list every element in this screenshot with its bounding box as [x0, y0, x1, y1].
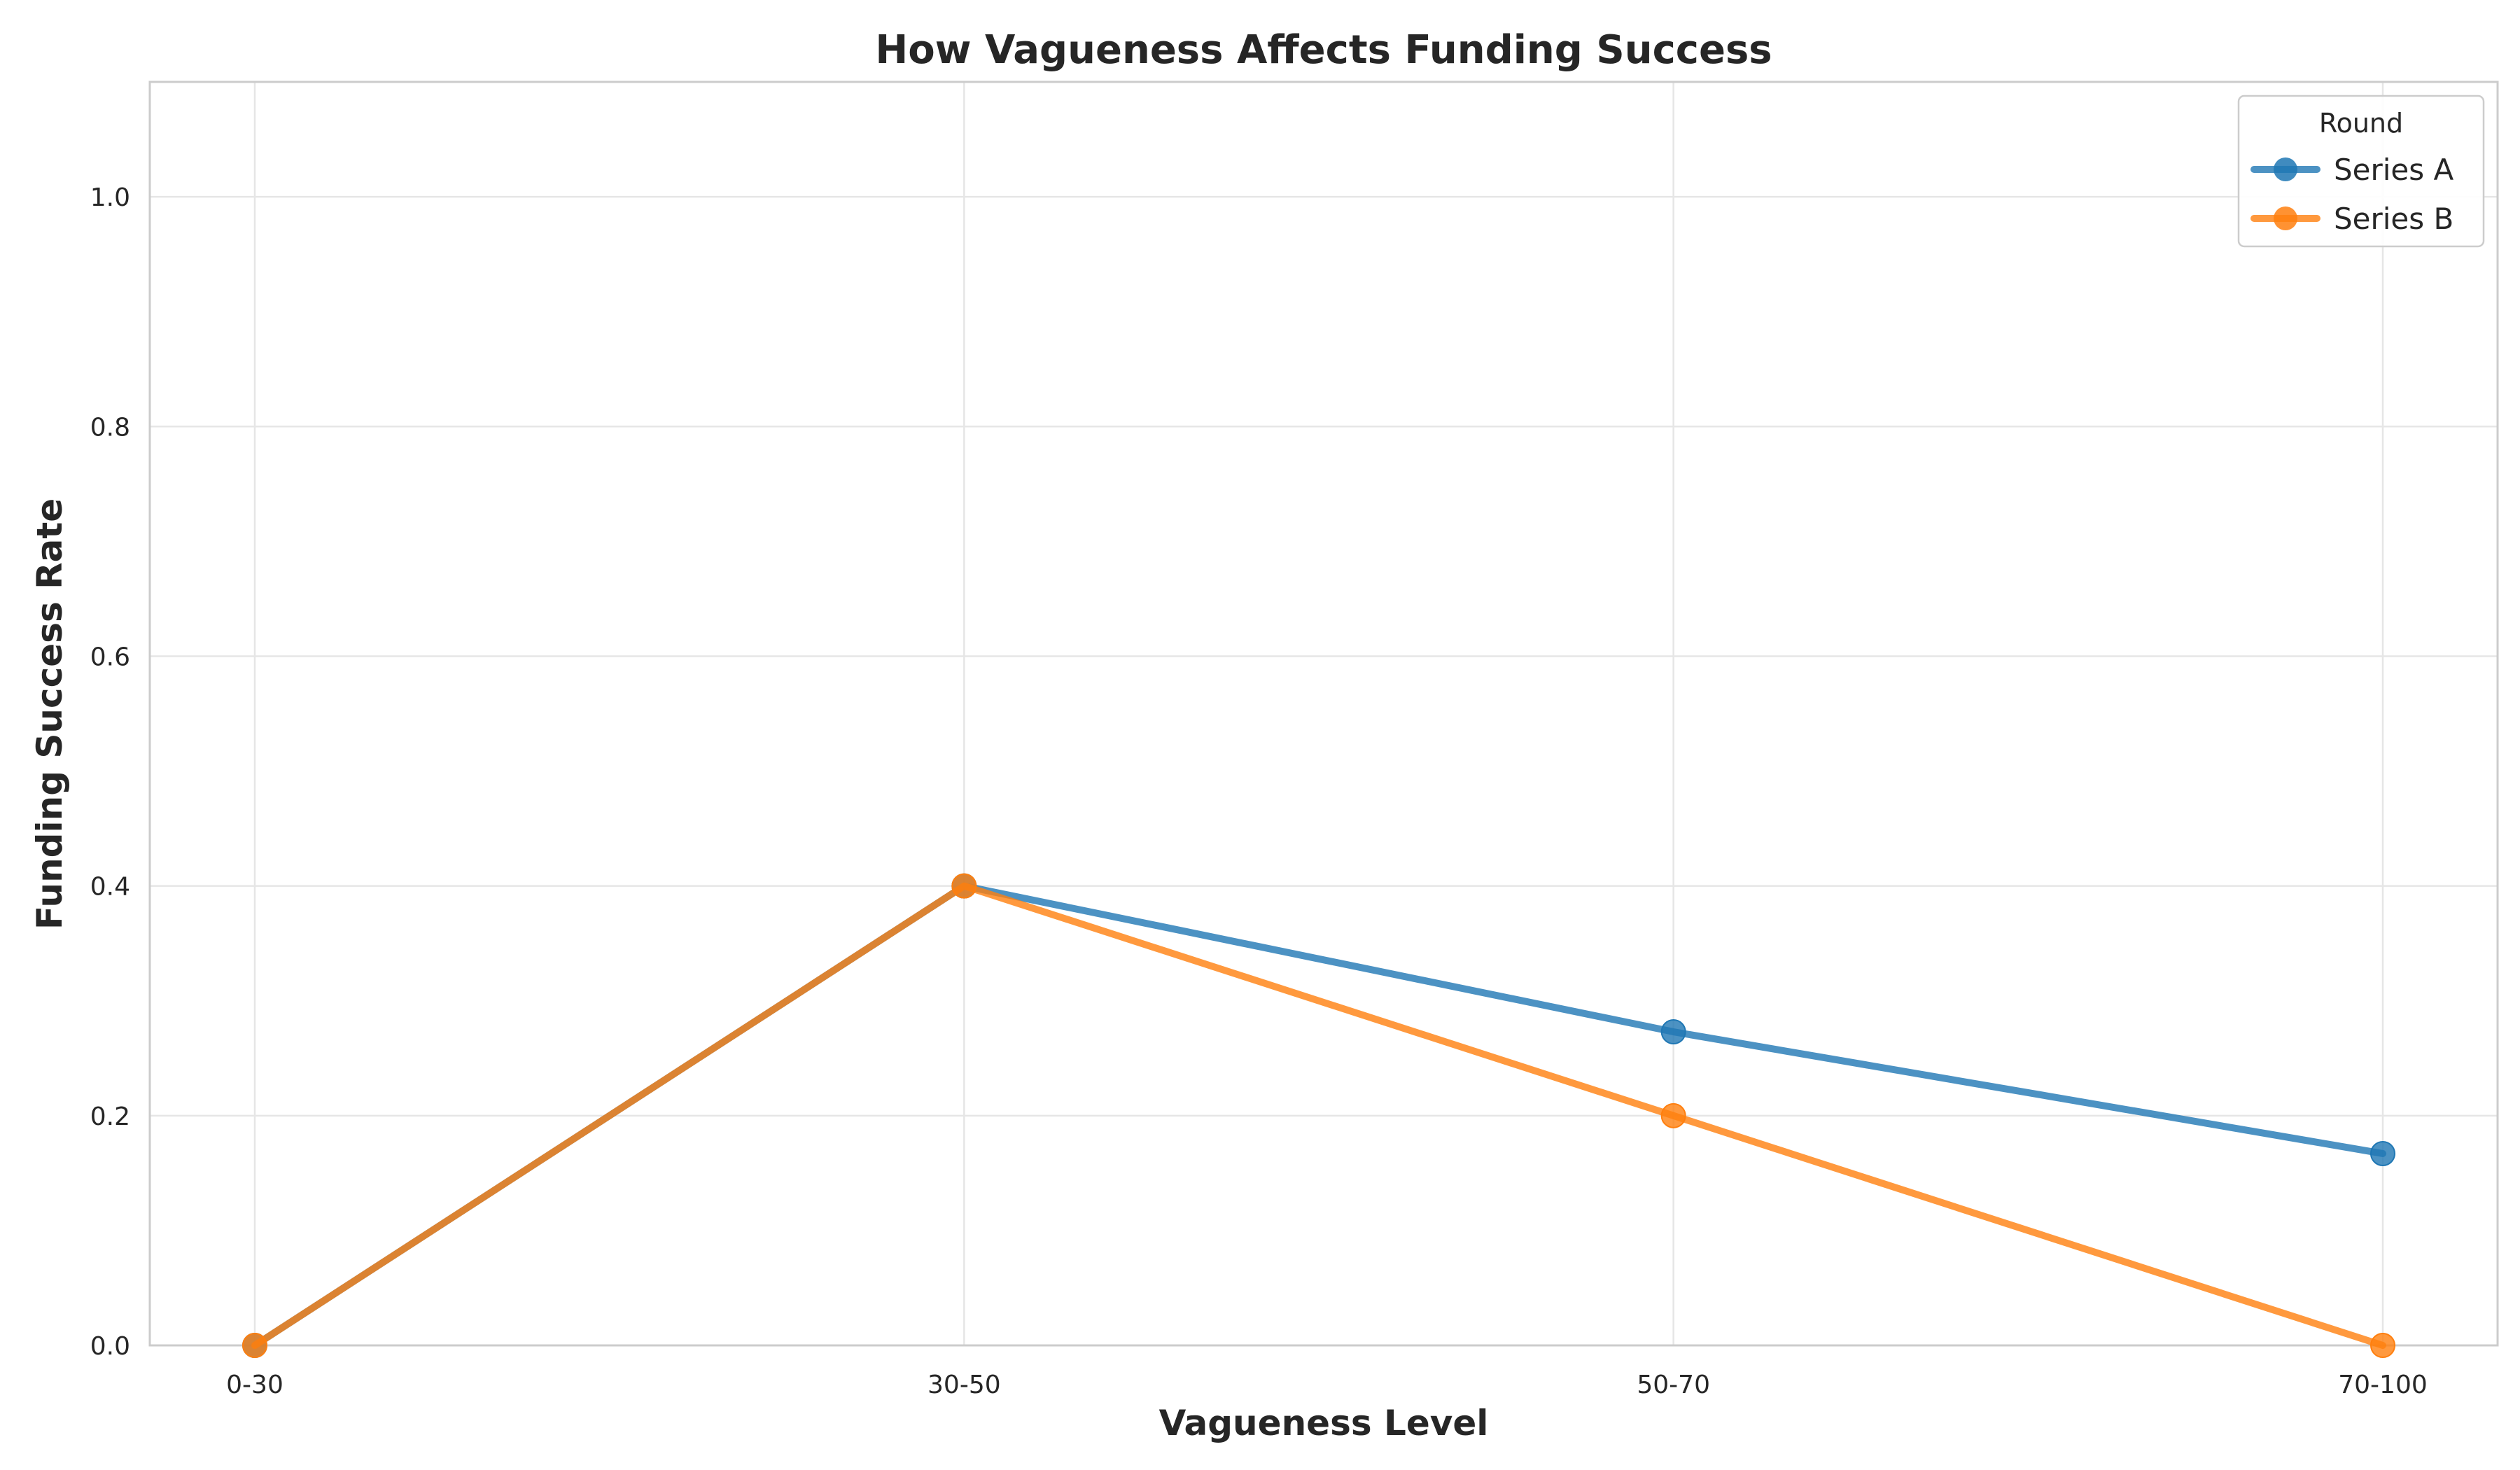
series-layer: [242, 873, 2395, 1358]
x-tick-label: 50-70: [1637, 1371, 1710, 1399]
y-tick-label: 0.6: [90, 643, 130, 671]
legend-label: Series B: [2334, 202, 2454, 236]
legend-entry: Series B: [2250, 202, 2454, 236]
x-tick-labels: 0-30 30-50 50-70 70-100: [226, 1371, 2428, 1399]
data-point: [2370, 1140, 2395, 1166]
y-axis-title: Funding Success Rate: [29, 498, 70, 930]
legend-marker: [2274, 206, 2297, 230]
y-tick-label: 0.8: [90, 413, 130, 442]
legend-box: [2237, 94, 2485, 248]
legend-label: Series A: [2334, 153, 2454, 187]
legend-marker: [2274, 158, 2297, 181]
y-tick-label: 1.0: [90, 183, 130, 212]
series-line: [251, 882, 2386, 1349]
x-tick-label: 30-50: [927, 1371, 1001, 1399]
legend: Round Series A Series B: [2237, 94, 2485, 248]
data-point: [1660, 1102, 1686, 1128]
y-tick-labels: 0.0 0.2 0.4 0.6 0.8 1.0: [90, 183, 130, 1361]
chart-title: How Vagueness Affects Funding Success: [875, 27, 1772, 73]
legend-title: Round: [2319, 108, 2403, 139]
y-tick-label: 0.0: [90, 1332, 130, 1361]
plot-frame: [148, 80, 2499, 1347]
y-tick-label: 0.4: [90, 873, 130, 902]
legend-entry: Series A: [2250, 153, 2454, 187]
legend-entries: Series A Series B: [2250, 153, 2454, 236]
data-point: [1660, 1019, 1686, 1045]
x-axis-title: Vagueness Level: [1159, 1403, 1489, 1443]
data-point: [2370, 1333, 2395, 1358]
x-tick-label: 0-30: [226, 1371, 284, 1399]
x-tick-label: 70-100: [2338, 1371, 2428, 1399]
data-point: [951, 873, 977, 899]
grid-lines: [150, 82, 2498, 1347]
series-series-b: [242, 873, 2395, 1358]
data-point: [242, 1333, 267, 1358]
y-tick-label: 0.2: [90, 1102, 130, 1131]
